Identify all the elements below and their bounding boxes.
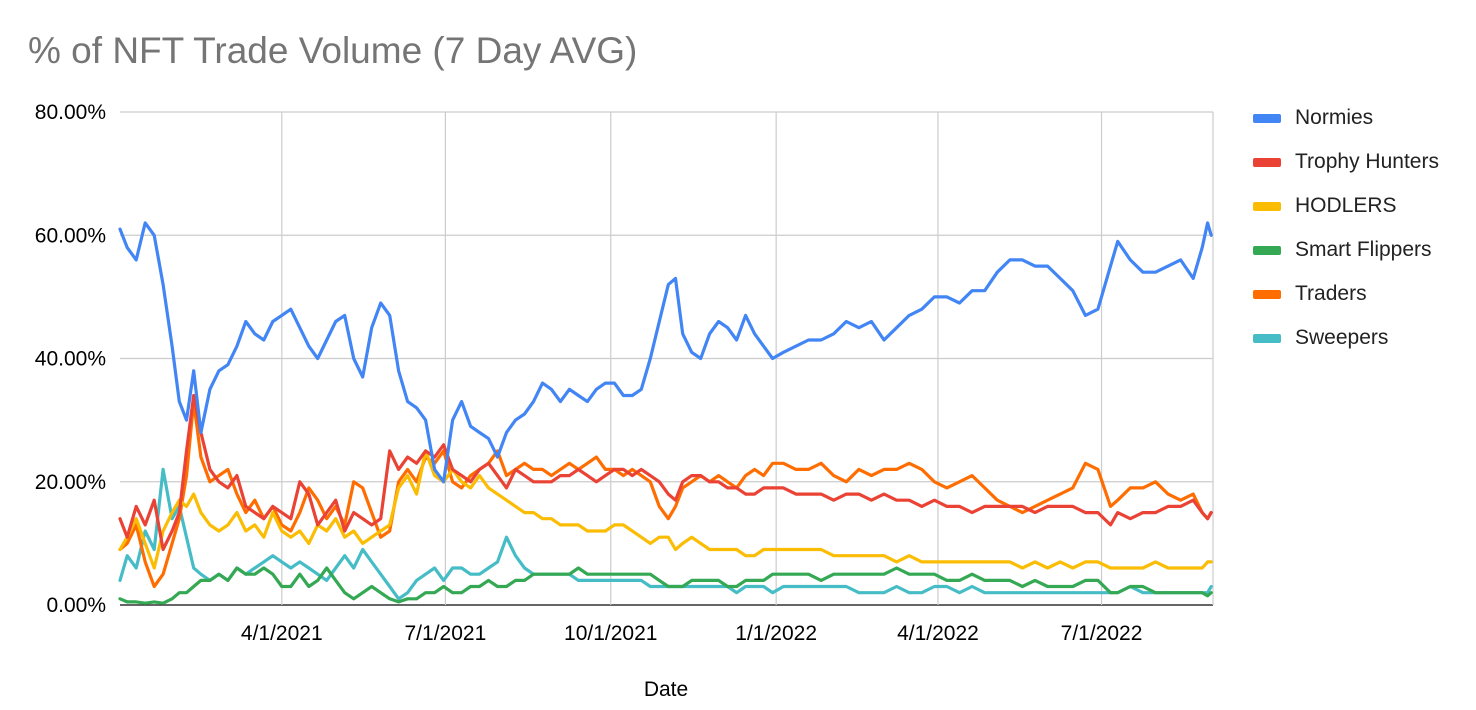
x-tick-label: 10/1/2021 (564, 622, 657, 645)
legend: Normies Trophy Hunters HODLERS Smart Flippe… (1253, 96, 1439, 360)
legend-label: Normies (1295, 106, 1374, 129)
legend-label: Smart Flippers (1295, 238, 1432, 261)
legend-label: HODLERS (1295, 194, 1397, 217)
legend-label: Trophy Hunters (1295, 150, 1439, 173)
x-tick-label: 7/1/2021 (405, 622, 487, 645)
y-tick-label: 20.00% (35, 471, 106, 494)
x-axis: 4/1/2021 7/1/2021 10/1/2021 1/1/2022 4/1/202… (241, 622, 1143, 645)
chart-title: % of NFT Trade Volume (7 Day AVG) (28, 30, 638, 71)
y-tick-label: 0.00% (46, 594, 106, 617)
x-tick-label: 1/1/2022 (735, 622, 817, 645)
series-line-sweepers (118, 467, 1213, 601)
x-axis-label: Date (644, 678, 688, 701)
legend-item-trophy-hunters[interactable]: Trophy Hunters (1253, 140, 1439, 184)
series-line-hodlers (118, 449, 1213, 570)
y-tick-label: 60.00% (35, 224, 106, 247)
legend-item-smart-flippers[interactable]: Smart Flippers (1253, 228, 1439, 272)
series-line-traders (118, 400, 1213, 589)
y-tick-label: 80.00% (35, 101, 106, 124)
legend-swatch (1253, 333, 1281, 343)
x-tick-label: 4/1/2021 (241, 622, 323, 645)
legend-label: Traders (1295, 282, 1367, 305)
legend-swatch (1253, 113, 1281, 123)
legend-swatch (1253, 157, 1281, 167)
y-tick-label: 40.00% (35, 348, 106, 371)
legend-item-normies[interactable]: Normies (1253, 96, 1439, 140)
legend-item-hodlers[interactable]: HODLERS (1253, 184, 1439, 228)
series-line-trophy-hunters (118, 393, 1213, 552)
legend-swatch (1253, 289, 1281, 299)
series-line-normies (118, 221, 1213, 484)
x-tick-label: 7/1/2022 (1061, 622, 1143, 645)
legend-item-sweepers[interactable]: Sweepers (1253, 316, 1439, 360)
legend-swatch (1253, 245, 1281, 255)
grid-lines (120, 111, 1214, 606)
x-tick-label: 4/1/2022 (897, 622, 979, 645)
legend-swatch (1253, 201, 1281, 211)
legend-item-traders[interactable]: Traders (1253, 272, 1439, 316)
series-line-smart-flippers (118, 566, 1213, 605)
y-axis: 0.00% 20.00% 40.00% 60.00% 80.00% (35, 101, 106, 617)
series-lines (118, 221, 1213, 605)
legend-label: Sweepers (1295, 326, 1389, 349)
